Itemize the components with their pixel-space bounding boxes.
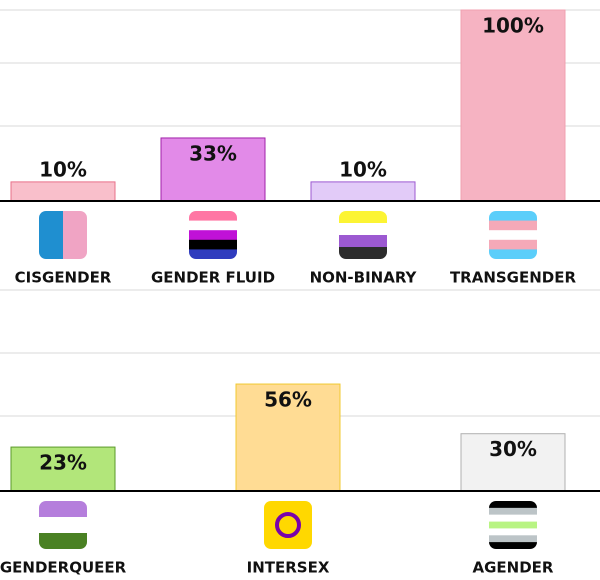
value-label: 23%: [39, 451, 87, 475]
value-label: 56%: [264, 388, 312, 412]
x-tick-label: NON-BINARY: [310, 269, 418, 287]
value-label: 10%: [339, 157, 387, 181]
flag-icon: [339, 211, 387, 259]
flag-icon: [39, 501, 87, 549]
flag-icon: [39, 211, 87, 259]
x-tick-label: GENDERQUEER: [0, 559, 127, 577]
x-tick-label: TRANSGENDER: [450, 269, 577, 287]
flag-icon: [489, 501, 537, 549]
flag-icon: [489, 211, 537, 259]
value-label: 100%: [482, 14, 544, 38]
bar: [10, 181, 116, 202]
flag-icon: [264, 501, 312, 549]
flag-icon: [189, 211, 237, 259]
flag-icons: [39, 211, 537, 549]
x-tick-label: GENDER FLUID: [151, 269, 275, 287]
bar: [460, 433, 566, 492]
bar: [235, 383, 341, 492]
bar: [160, 137, 266, 202]
value-label: 30%: [489, 437, 537, 461]
x-tick-label: CISGENDER: [15, 269, 112, 287]
value-label: 33%: [189, 141, 237, 165]
bar: [460, 9, 566, 202]
value-label: 10%: [39, 157, 87, 181]
bar: [310, 181, 416, 202]
x-tick-label: INTERSEX: [247, 559, 330, 577]
bar: [10, 446, 116, 492]
x-tick-label: AGENDER: [473, 559, 554, 577]
